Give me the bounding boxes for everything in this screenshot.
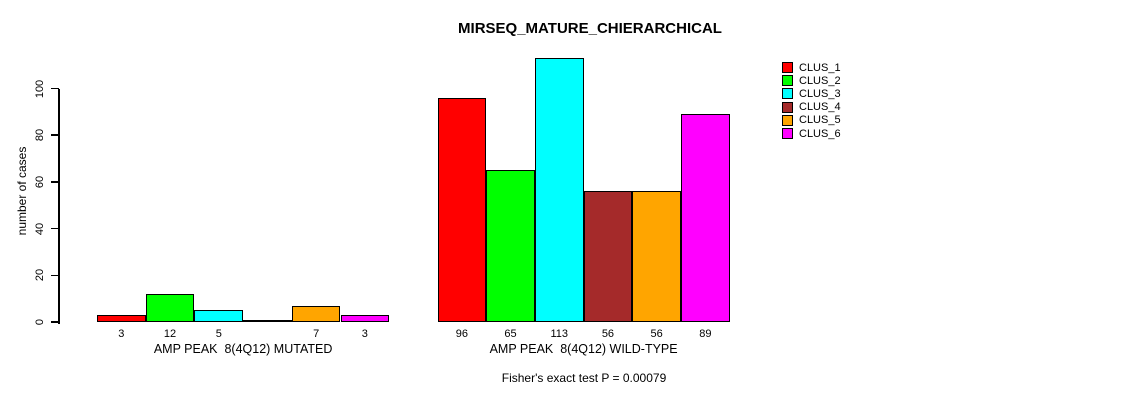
- bar-clus_2-group1: [145, 293, 195, 322]
- bar-clus_6-group1: [340, 315, 390, 322]
- legend-swatch: [782, 75, 793, 87]
- legend-label: CLUS_4: [799, 101, 841, 114]
- bar-value-label: 56: [601, 328, 615, 340]
- bar-value-label: 96: [455, 328, 468, 340]
- legend-item: CLUS_1: [782, 61, 841, 74]
- bar-value-label: 5: [215, 328, 222, 340]
- legend-item: CLUS_4: [782, 101, 841, 114]
- legend-item: CLUS_3: [782, 87, 841, 100]
- legend-item: CLUS_6: [782, 127, 841, 140]
- legend-label: CLUS_6: [799, 127, 841, 140]
- bar-value-label: 65: [504, 328, 517, 340]
- y-tick: [51, 181, 59, 183]
- bar-value-label: 3: [118, 328, 125, 340]
- legend-swatch: [782, 128, 793, 140]
- bar-value-label: 3: [361, 328, 368, 340]
- bar-clus_5-group1: [291, 305, 341, 322]
- bar-clus_5-group2: [632, 191, 681, 322]
- fisher-test-note: Fisher's exact test P = 0.00079: [501, 371, 667, 385]
- legend-item: CLUS_2: [782, 74, 841, 87]
- bar-clus_1-group2: [437, 97, 487, 322]
- y-tick: [51, 274, 59, 277]
- y-tick-label: 60: [34, 175, 46, 189]
- bar-clus_3-group1: [194, 310, 244, 322]
- bar-clus_6-group2: [681, 114, 730, 322]
- legend-swatch: [782, 62, 793, 74]
- legend-item: CLUS_5: [782, 114, 841, 127]
- y-tick: [51, 321, 59, 323]
- bar-value-label: 89: [699, 328, 712, 340]
- legend-swatch: [782, 101, 793, 113]
- y-tick-label: 40: [34, 222, 46, 235]
- bar-value-label: 56: [650, 328, 663, 340]
- legend: CLUS_1 CLUS_2 CLUS_3 CLUS_4 CLUS_5 CLUS_6: [782, 61, 841, 140]
- y-tick-label: 20: [34, 269, 46, 282]
- legend-label: CLUS_3: [799, 87, 841, 100]
- bar-clus_4-group2: [583, 191, 633, 322]
- bar-clus_1-group1: [97, 315, 146, 322]
- y-tick: [51, 134, 59, 136]
- bar-value-label: 7: [313, 328, 320, 340]
- y-tick: [51, 87, 59, 90]
- y-tick: [51, 227, 59, 230]
- legend-swatch: [782, 88, 793, 100]
- legend-label: CLUS_5: [799, 114, 841, 127]
- bar-clus_2-group2: [486, 170, 535, 322]
- y-tick-label: 0: [34, 318, 46, 326]
- bar-value-label: 113: [550, 328, 569, 340]
- bar-value-label: 12: [163, 328, 177, 340]
- chart-title: MIRSEQ_MATURE_CHIERARCHICAL: [458, 20, 722, 37]
- y-axis-line: [58, 88, 60, 324]
- bar-clus_3-group2: [534, 58, 584, 322]
- group-label-1: AMP PEAK 8(4Q12) MUTATED: [153, 342, 333, 356]
- y-axis-title: number of cases: [15, 146, 29, 236]
- y-tick-label: 100: [34, 79, 46, 98]
- y-tick-label: 80: [34, 129, 46, 142]
- legend-label: CLUS_2: [799, 74, 841, 87]
- legend-swatch: [782, 114, 793, 126]
- legend-label: CLUS_1: [799, 61, 841, 74]
- bar-clus_4-group1-zero: [243, 320, 292, 322]
- group-label-2: AMP PEAK 8(4Q12) WILD-TYPE: [489, 342, 678, 356]
